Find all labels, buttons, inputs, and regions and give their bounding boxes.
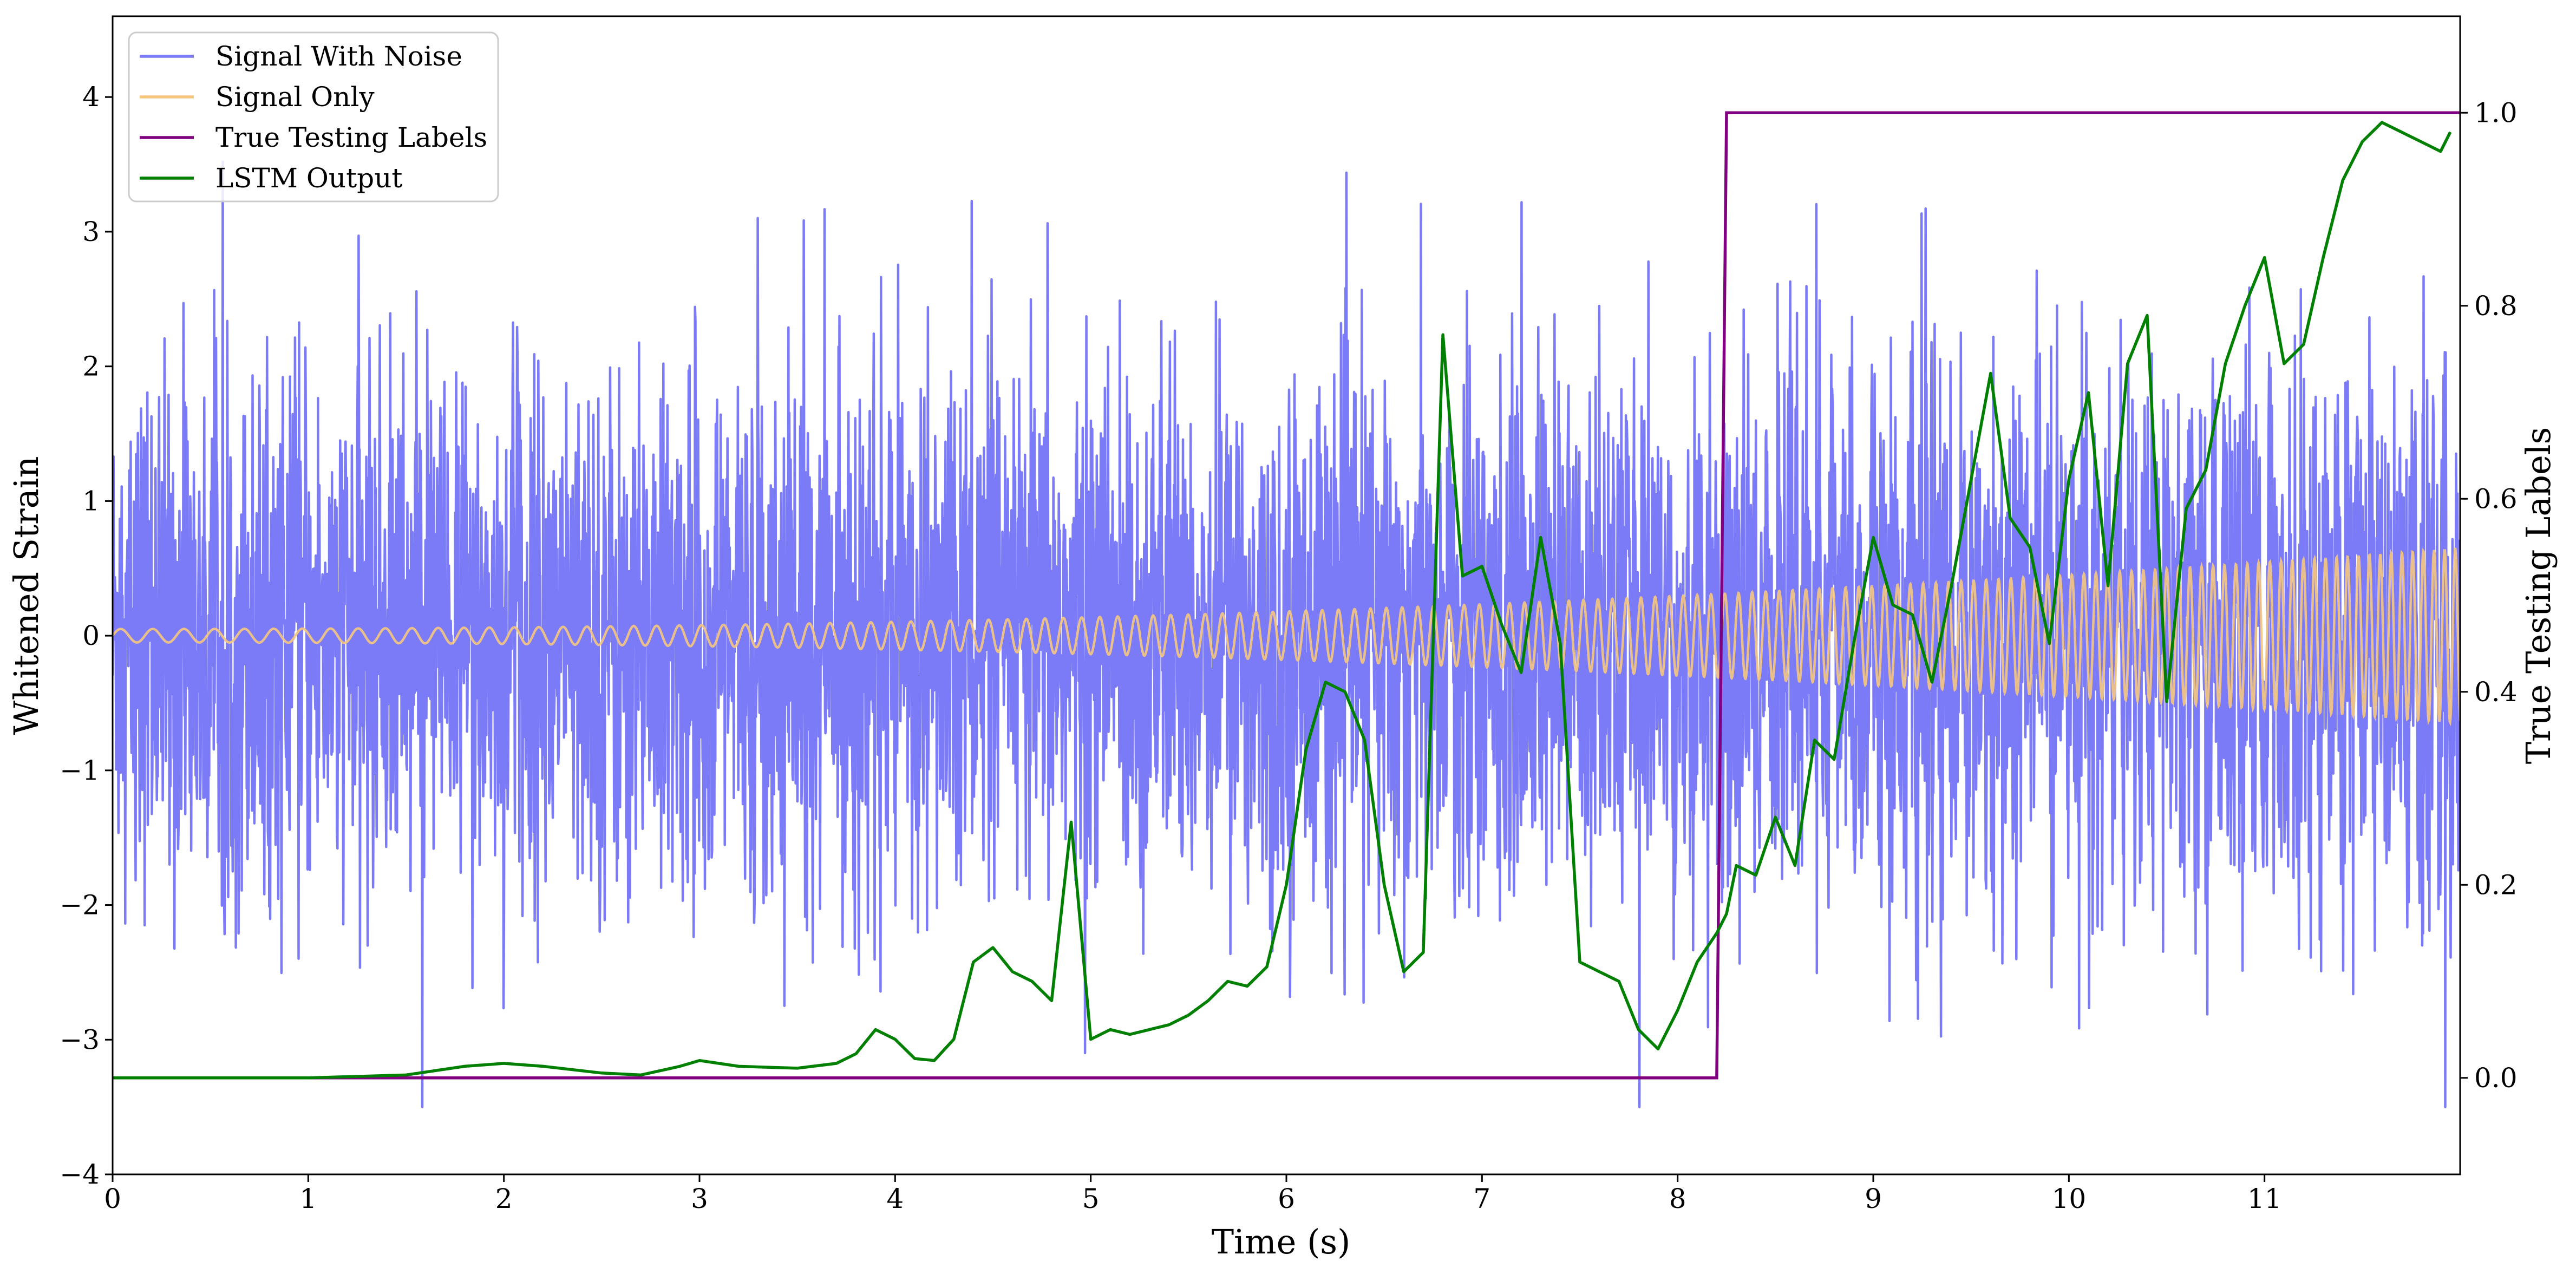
y-axis-right-label: True Testing Labels: [2519, 427, 2558, 765]
x-tick-label: 3: [691, 1183, 708, 1214]
series-lstm-output: [113, 121, 2452, 1080]
legend-label-signal-only: Signal Only: [215, 81, 375, 113]
x-tick-label: 4: [886, 1183, 904, 1214]
x-tick-label: 10: [2052, 1183, 2087, 1214]
y-tick-label: −3: [60, 1024, 100, 1055]
lstm-output-line: [113, 121, 2452, 1080]
x-tick-label: 2: [495, 1183, 513, 1214]
y-tick-label: 1: [82, 485, 100, 517]
legend-label-true-testing-labels: True Testing Labels: [215, 122, 487, 153]
x-tick-label: 8: [1669, 1183, 1686, 1214]
legend-box: [128, 31, 499, 202]
x-axis: 0 1 2 3 4 5 6 7 8 9 10 11: [104, 1174, 2281, 1214]
x-axis-label: Time (s): [1212, 1222, 1351, 1262]
x-tick-label: 5: [1082, 1183, 1100, 1214]
series-signal-only: [113, 547, 2460, 727]
x-tick-label: 6: [1278, 1183, 1295, 1214]
true-testing-labels-line: [113, 111, 2460, 1080]
legend: Signal With Noise Signal Only True Testing…: [128, 31, 499, 202]
y-axis-label: Whitened Strain: [6, 456, 46, 735]
y-right-tick-label: 0.6: [2474, 483, 2518, 514]
y-tick-label: 2: [82, 351, 100, 382]
y-tick-label: −2: [60, 890, 100, 921]
signal-only-line: [113, 547, 2460, 727]
y-right-tick-label: 1.0: [2474, 97, 2518, 128]
series-true-testing-labels: [113, 111, 2460, 1080]
x-tick-label: 11: [2247, 1183, 2282, 1214]
y-tick-label: 0: [82, 620, 100, 651]
y-axis-left: −4 −3 −2 −1 0 1 2 3 4: [60, 81, 113, 1190]
x-tick-label: 7: [1473, 1183, 1490, 1214]
y-right-tick-label: 0.0: [2474, 1062, 2518, 1094]
x-tick-label: 0: [104, 1183, 121, 1214]
y-right-tick-label: 0.8: [2474, 290, 2518, 322]
y-right-tick-label: 0.4: [2474, 676, 2518, 708]
y-right-tick-label: 0.2: [2474, 869, 2518, 900]
x-tick-label: 9: [1865, 1183, 1882, 1214]
series-layer: [113, 111, 2460, 1108]
y-tick-label: 3: [82, 216, 100, 247]
y-tick-label: −1: [60, 755, 100, 786]
legend-label-signal-with-noise: Signal With Noise: [215, 41, 462, 72]
legend-label-lstm-output: LSTM Output: [215, 162, 402, 194]
y-axis-right: 0.0 0.2 0.4 0.6 0.8 1.0: [2460, 97, 2518, 1094]
x-tick-label: 1: [299, 1183, 317, 1214]
y-tick-label: 4: [82, 81, 100, 113]
y-tick-label: −4: [60, 1159, 100, 1190]
